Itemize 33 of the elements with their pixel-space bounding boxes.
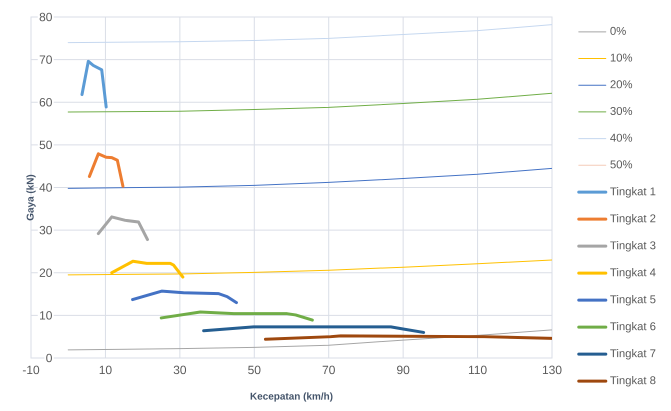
legend-label: Tingkat 3 xyxy=(610,241,656,252)
y-tick-label: 10 xyxy=(40,311,52,320)
legend-label: Tingkat 6 xyxy=(610,322,656,333)
y-axis-title: Gaya (kN) xyxy=(26,174,36,220)
x-tick-label: 10 xyxy=(100,366,112,374)
x-tick-label: -10 xyxy=(22,366,40,374)
x-tick-label: 90 xyxy=(397,366,410,374)
legend-label: 50% xyxy=(610,160,632,168)
legend-label: Tingkat 1 xyxy=(610,187,656,198)
y-tick-label: 40 xyxy=(39,183,52,192)
x-tick-label: 130 xyxy=(542,366,562,374)
y-tick-label: 20 xyxy=(40,268,52,277)
legend-label: Tingkat 2 xyxy=(610,214,656,225)
y-tick-label: 0 xyxy=(46,354,52,362)
x-axis-title: Kecepatan (km/h) xyxy=(250,392,333,402)
y-tick-label: 60 xyxy=(40,98,52,106)
y-tick-label: 50 xyxy=(40,140,52,150)
legend-label: Tingkat 7 xyxy=(610,348,656,360)
y-tick-label: 30 xyxy=(40,226,52,234)
legend-label: 20% xyxy=(610,80,632,88)
legend-label: 10% xyxy=(610,54,632,62)
legend-label: Tingkat 8 xyxy=(610,376,656,386)
x-tick-label: 110 xyxy=(468,366,487,374)
legend-label: 40% xyxy=(610,134,632,142)
y-tick-label: 80 xyxy=(40,12,52,22)
x-tick-label: 70 xyxy=(322,366,335,374)
x-tick-label: 30 xyxy=(174,366,186,374)
legend-label: Tingkat 5 xyxy=(610,295,656,306)
legend-label: 0% xyxy=(610,26,626,35)
legend-label: 30% xyxy=(610,107,632,115)
x-tick-label: 50 xyxy=(248,366,260,374)
legend-label: Tingkat 4 xyxy=(610,268,656,279)
y-tick-label: 70 xyxy=(40,55,52,64)
